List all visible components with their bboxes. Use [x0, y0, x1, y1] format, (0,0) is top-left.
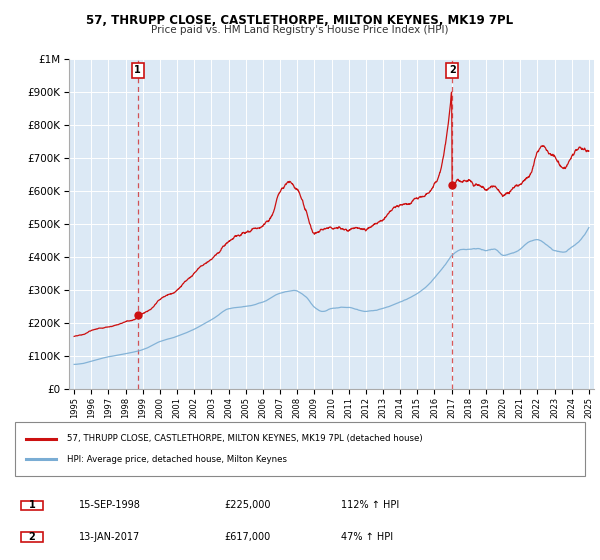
Text: HPI: Average price, detached house, Milton Keynes: HPI: Average price, detached house, Milt… — [67, 455, 287, 464]
Text: 57, THRUPP CLOSE, CASTLETHORPE, MILTON KEYNES, MK19 7PL: 57, THRUPP CLOSE, CASTLETHORPE, MILTON K… — [86, 14, 514, 27]
Text: 13-JAN-2017: 13-JAN-2017 — [79, 532, 140, 542]
Text: 47% ↑ HPI: 47% ↑ HPI — [341, 532, 393, 542]
Bar — [20, 532, 43, 542]
Text: 2: 2 — [449, 66, 455, 76]
Bar — [20, 501, 43, 510]
Text: 1: 1 — [134, 66, 141, 76]
Text: £225,000: £225,000 — [224, 501, 271, 510]
Text: 1: 1 — [28, 501, 35, 510]
Bar — [15, 422, 585, 475]
Text: 57, THRUPP CLOSE, CASTLETHORPE, MILTON KEYNES, MK19 7PL (detached house): 57, THRUPP CLOSE, CASTLETHORPE, MILTON K… — [67, 435, 423, 444]
Text: Price paid vs. HM Land Registry's House Price Index (HPI): Price paid vs. HM Land Registry's House … — [151, 25, 449, 35]
Text: 112% ↑ HPI: 112% ↑ HPI — [341, 501, 399, 510]
Text: £617,000: £617,000 — [224, 532, 271, 542]
Text: 15-SEP-1998: 15-SEP-1998 — [79, 501, 141, 510]
Text: 2: 2 — [28, 532, 35, 542]
